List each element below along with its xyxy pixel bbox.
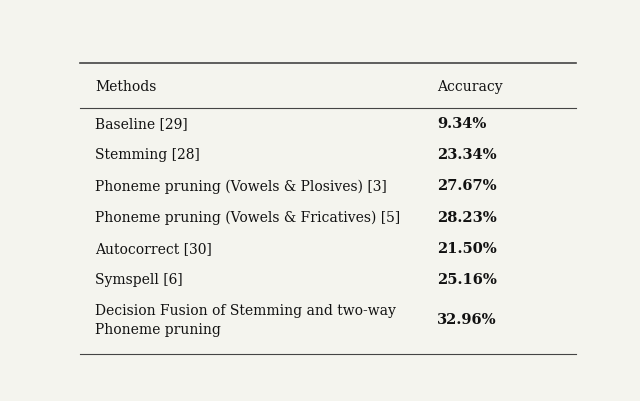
Text: Stemming [28]: Stemming [28] bbox=[95, 148, 200, 162]
Text: Methods: Methods bbox=[95, 80, 156, 94]
Text: 21.50%: 21.50% bbox=[437, 241, 497, 255]
Text: 23.34%: 23.34% bbox=[437, 148, 497, 162]
Text: 28.23%: 28.23% bbox=[437, 210, 497, 224]
Text: Decision Fusion of Stemming and two-way
Phoneme pruning: Decision Fusion of Stemming and two-way … bbox=[95, 304, 396, 336]
Text: 25.16%: 25.16% bbox=[437, 272, 497, 286]
Text: Accuracy: Accuracy bbox=[437, 80, 503, 94]
Text: Autocorrect [30]: Autocorrect [30] bbox=[95, 241, 212, 255]
Text: Phoneme pruning (Vowels & Plosives) [3]: Phoneme pruning (Vowels & Plosives) [3] bbox=[95, 179, 387, 193]
Text: 27.67%: 27.67% bbox=[437, 179, 497, 193]
Text: Phoneme pruning (Vowels & Fricatives) [5]: Phoneme pruning (Vowels & Fricatives) [5… bbox=[95, 210, 400, 224]
Text: 32.96%: 32.96% bbox=[437, 313, 497, 327]
Text: Baseline [29]: Baseline [29] bbox=[95, 117, 188, 131]
Text: Symspell [6]: Symspell [6] bbox=[95, 272, 182, 286]
Text: 9.34%: 9.34% bbox=[437, 117, 486, 131]
